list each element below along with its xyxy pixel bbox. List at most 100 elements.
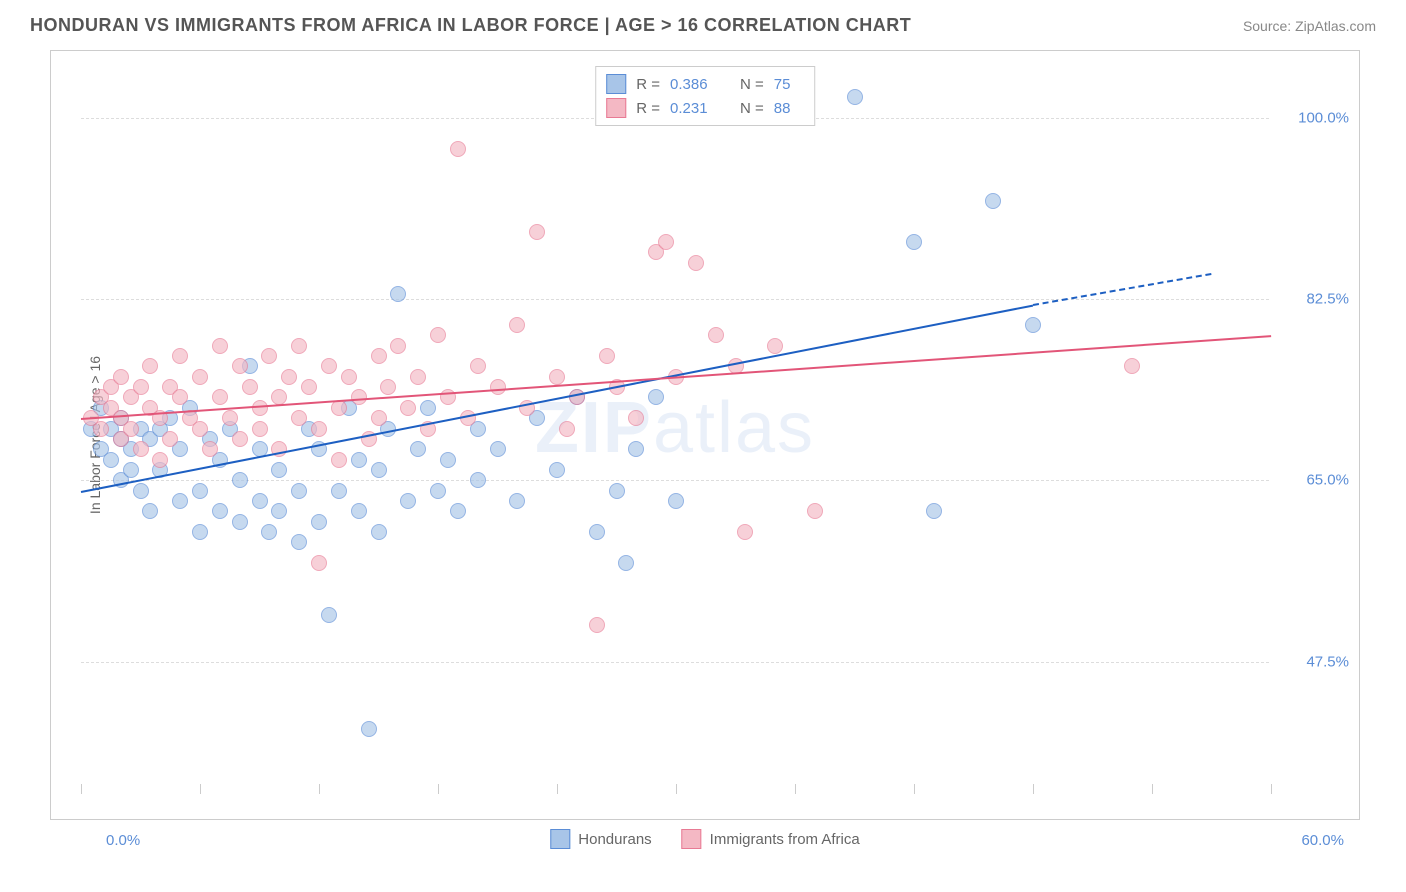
scatter-point [361,721,377,737]
x-tick [557,784,558,794]
legend-series-name: Hondurans [578,831,651,848]
scatter-point [767,338,783,354]
scatter-point [291,534,307,550]
scatter-point [192,421,208,437]
scatter-point [232,358,248,374]
scatter-point [291,483,307,499]
scatter-point [589,524,605,540]
scatter-point [351,452,367,468]
scatter-point [192,369,208,385]
scatter-point [628,441,644,457]
scatter-point [321,358,337,374]
x-tick [438,784,439,794]
scatter-point [490,441,506,457]
scatter-point [172,389,188,405]
legend-row: R =0.386N =75 [606,72,804,96]
x-tick [81,784,82,794]
watermark-light: atlas [653,388,815,468]
legend-r-label: R = [636,100,660,117]
legend-r-label: R = [636,76,660,93]
scatter-point [906,234,922,250]
scatter-point [529,224,545,240]
legend-swatch [550,829,570,849]
scatter-point [162,431,178,447]
legend-swatch [606,74,626,94]
scatter-point [351,503,367,519]
legend-bottom-item: Immigrants from Africa [682,829,860,849]
scatter-point [212,389,228,405]
x-tick [319,784,320,794]
scatter-point [599,348,615,364]
scatter-point [291,410,307,426]
y-tick-label: 100.0% [1298,109,1349,126]
scatter-point [222,410,238,426]
scatter-point [123,421,139,437]
scatter-point [321,607,337,623]
legend-n-label: N = [740,100,764,117]
scatter-point [648,389,664,405]
legend-bottom-item: Hondurans [550,829,651,849]
scatter-point [123,462,139,478]
legend-n-value: 88 [774,100,804,117]
legend-n-value: 75 [774,76,804,93]
scatter-point [549,462,565,478]
scatter-point [371,348,387,364]
scatter-point [301,379,317,395]
scatter-point [261,348,277,364]
scatter-point [311,421,327,437]
scatter-point [133,483,149,499]
scatter-point [212,503,228,519]
scatter-point [668,493,684,509]
scatter-point [410,369,426,385]
scatter-point [371,410,387,426]
scatter-point [192,483,208,499]
plot-area: ZIPatlas 47.5%65.0%82.5%100.0% [81,66,1269,789]
y-tick-label: 82.5% [1306,291,1349,308]
scatter-point [291,338,307,354]
scatter-point [618,555,634,571]
scatter-point [252,493,268,509]
scatter-point [559,421,575,437]
scatter-point [628,410,644,426]
x-tick [1271,784,1272,794]
legend-r-value: 0.231 [670,100,720,117]
scatter-point [450,141,466,157]
scatter-point [93,421,109,437]
scatter-point [1124,358,1140,374]
chart-container: In Labor Force | Age > 16 ZIPatlas 47.5%… [50,50,1360,820]
scatter-point [609,483,625,499]
legend-swatch [682,829,702,849]
legend-r-value: 0.386 [670,76,720,93]
scatter-point [331,483,347,499]
x-tick [200,784,201,794]
scatter-point [172,348,188,364]
trend-line [81,335,1271,420]
y-tick-label: 65.0% [1306,472,1349,489]
legend-bottom: Hondurans Immigrants from Africa [550,829,859,849]
scatter-point [400,493,416,509]
x-axis-min-label: 0.0% [106,832,140,849]
grid-line [81,299,1269,300]
scatter-point [311,514,327,530]
scatter-point [430,327,446,343]
scatter-point [737,524,753,540]
scatter-point [847,89,863,105]
scatter-point [509,317,525,333]
scatter-point [589,617,605,633]
scatter-point [232,472,248,488]
scatter-point [142,503,158,519]
scatter-point [450,503,466,519]
scatter-point [281,369,297,385]
legend-swatch [606,98,626,118]
scatter-point [470,358,486,374]
scatter-point [142,358,158,374]
scatter-point [985,193,1001,209]
scatter-point [509,493,525,509]
chart-title: HONDURAN VS IMMIGRANTS FROM AFRICA IN LA… [30,15,911,36]
scatter-point [390,338,406,354]
scatter-point [311,555,327,571]
scatter-point [440,452,456,468]
x-tick [1033,784,1034,794]
scatter-point [133,441,149,457]
scatter-point [202,441,218,457]
